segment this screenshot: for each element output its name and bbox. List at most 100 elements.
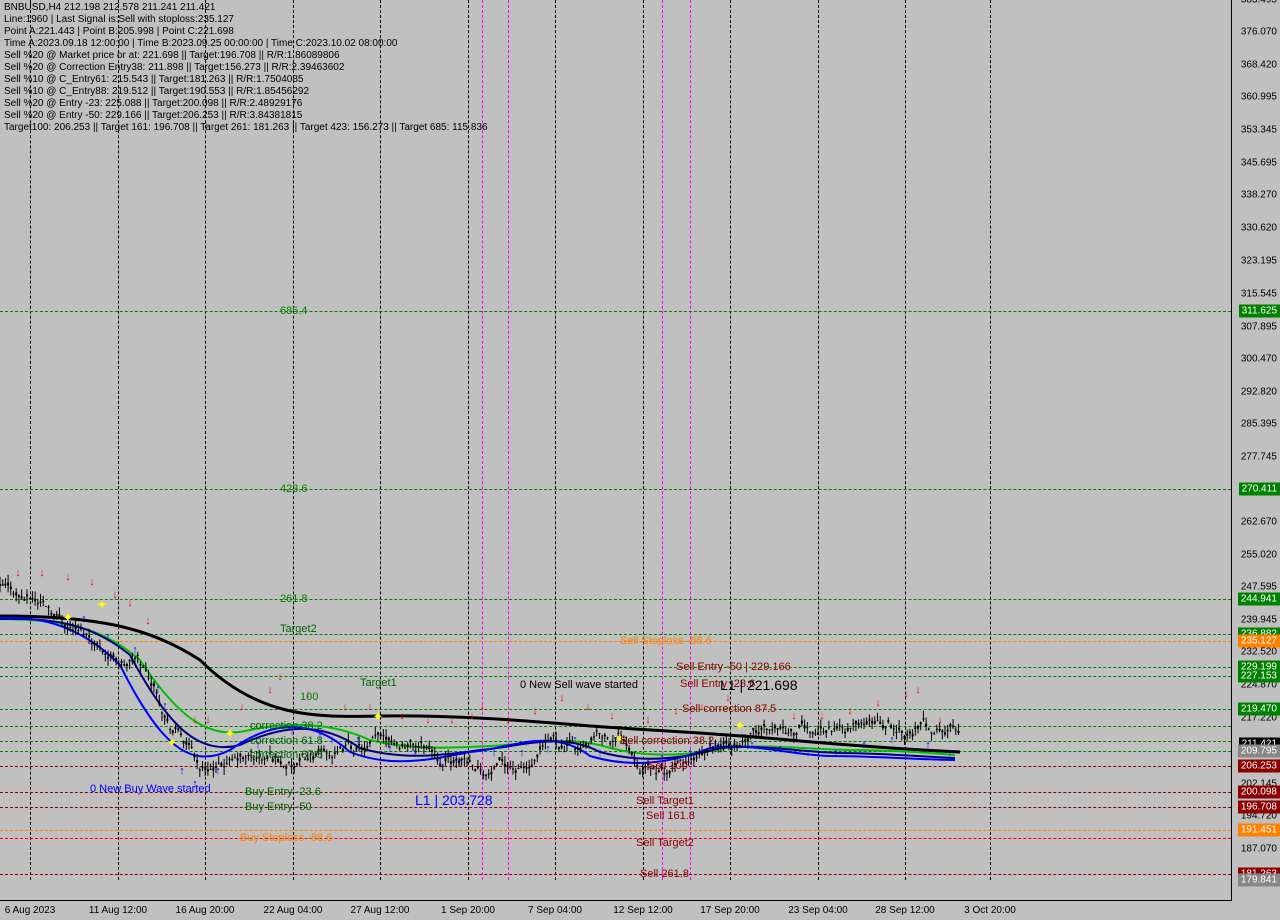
signal-arrow-red: ↓ [89,576,95,588]
x-tick: 28 Sep 12:00 [875,905,935,916]
info-line: Sell %10 @ C_Entry88: 219.512 || Target:… [4,86,488,98]
y-price-box: 191.451 [1238,823,1280,836]
signal-arrow-yellow: ✦ [97,597,108,613]
vline-magenta [662,0,663,880]
y-price-box: 311.625 [1239,304,1280,317]
vgrid-line [905,0,906,880]
chart-label: Sell 100 [648,760,688,772]
signal-arrow-yellow: ✦ [373,709,384,725]
signal-arrow-red: ↓ [469,710,475,722]
signal-arrow-yellow: ✦ [735,718,746,734]
y-tick: 383.495 [1241,0,1277,6]
y-tick: 239.945 [1241,615,1277,626]
signal-arrow-blue: ↑ [155,683,161,695]
y-tick: 187.070 [1241,843,1277,854]
signal-arrow-blue: ↑ [545,743,551,755]
chart-label: Buy Entry -23.6 [245,786,321,798]
signal-arrow-red: ↓ [192,714,198,726]
vgrid-line [818,0,819,880]
vgrid-line [555,0,556,880]
chart-label: 423.6 [280,483,308,495]
signal-arrow-yellow: ✦ [63,610,74,626]
chart-label: Sell correction 38.2 [620,735,714,747]
hline-level [0,641,1231,642]
signal-arrow-blue: ↑ [491,747,497,759]
vgrid-line [990,0,991,880]
hline-level [0,709,1231,710]
y-tick: 345.695 [1241,158,1277,169]
chart-label: correction 38.2 [250,720,323,732]
x-tick: 17 Sep 20:00 [700,905,760,916]
chart-area[interactable]: BNBUSD,H4 212.198 212.578 211.241 211.42… [0,0,1232,900]
signal-arrow-red: ↓ [791,710,797,722]
hline-level [0,807,1231,808]
chart-label: Sell Target2 [636,837,694,849]
ma-line-black [0,616,960,752]
chart-label: Buy Stoploss -88.6 [240,832,332,844]
y-tick: 292.820 [1241,386,1277,397]
x-tick: 27 Aug 12:00 [351,905,410,916]
info-line: Sell %10 @ C_Entry61: 215.543 || Target:… [4,74,488,86]
signal-arrow-blue: ↑ [687,747,693,759]
signal-arrow-red: ↓ [609,710,615,722]
chart-label: Sell Entry -50 | 229.166 [676,661,791,673]
signal-arrow-red: ↓ [479,701,485,713]
signal-arrow-red: ↓ [399,710,405,722]
y-tick: 338.270 [1241,190,1277,201]
signal-arrow-red: ↓ [585,701,591,713]
signal-arrow-red: ↓ [937,714,943,726]
y-price-box: 179.841 [1238,874,1280,887]
x-tick: 12 Sep 12:00 [613,905,673,916]
signal-arrow-red: ↓ [449,714,455,726]
info-line: Sell %20 @ Correction Entry38: 211.898 |… [4,62,488,74]
hline-level [0,667,1231,668]
x-tick: 23 Sep 04:00 [788,905,848,916]
signal-arrow-blue: ↑ [572,734,578,746]
y-tick: 232.520 [1241,647,1277,658]
signal-arrow-red: ↓ [277,671,283,683]
vgrid-line [730,0,731,880]
y-tick: 277.745 [1241,451,1277,462]
signal-arrow-blue: ↑ [162,700,168,712]
signal-arrow-blue: ↑ [947,747,953,759]
info-line: Sell %20 @ Entry -23: 225.088 || Target:… [4,98,488,110]
signal-arrow-blue: ↑ [457,756,463,768]
y-price-box: 244.941 [1238,592,1280,605]
signal-arrow-blue: ↑ [889,734,895,746]
chart-label: 685.4 [280,305,308,317]
hline-level [0,830,1231,831]
x-tick: 11 Aug 12:00 [89,905,147,916]
y-tick: 330.620 [1241,223,1277,234]
hline-level [0,726,1231,727]
info-line: Point A:221.443 | Point B:205.998 | Poin… [4,26,488,38]
y-tick: 376.070 [1241,27,1277,38]
chart-label: Target2 [280,623,317,635]
hline-level [0,489,1231,490]
y-tick: 247.595 [1241,582,1277,593]
x-tick: 6 Aug 2023 [5,905,56,916]
signal-arrow-blue: ↑ [631,752,637,764]
vline-magenta [508,0,509,880]
signal-arrow-red: ↓ [127,597,133,609]
signal-arrow-red: ↓ [112,589,118,601]
y-price-box: 235.127 [1238,635,1280,648]
signal-arrow-blue: ↑ [179,765,185,777]
signal-arrow-red: ↓ [875,697,881,709]
signal-arrow-red: ↓ [532,705,538,717]
signal-arrow-blue: ↑ [387,743,393,755]
signal-arrow-blue: ↑ [861,739,867,751]
signal-arrow-red: ↓ [145,615,151,627]
hline-level [0,676,1231,677]
signal-arrow-red: ↓ [645,714,651,726]
signal-arrow-blue: ↑ [105,631,111,643]
hline-level [0,311,1231,312]
signal-arrow-red: ↓ [425,714,431,726]
y-price-box: 206.253 [1238,759,1280,772]
signal-arrow-red: ↓ [819,710,825,722]
vgrid-line [643,0,644,880]
signal-arrow-blue: ↑ [412,747,418,759]
ma-line-navy [0,619,955,759]
hline-level [0,634,1231,635]
info-line: Line:1960 | Last Signal is:Sell with sto… [4,14,488,26]
signal-arrow-red: ↓ [65,571,71,583]
